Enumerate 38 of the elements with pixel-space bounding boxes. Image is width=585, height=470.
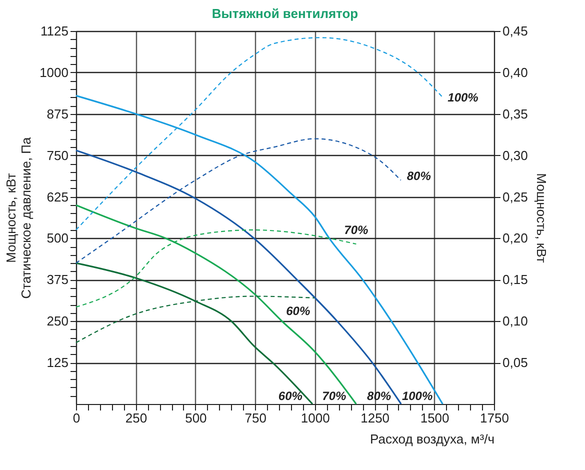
y-axis-title: Мощность, кВт Статическое давление, Па xyxy=(4,136,34,299)
y-tick-label: 125 xyxy=(46,355,68,370)
y-tick-label: 375 xyxy=(46,272,68,288)
y2-tick-label: 0,45 xyxy=(502,24,528,38)
y-tick-label: 750 xyxy=(46,148,68,163)
x-tick-label: 500 xyxy=(185,410,207,426)
y-tick-label: 1000 xyxy=(40,64,68,80)
series-label: 100% xyxy=(448,90,479,104)
x-tick-label: 1000 xyxy=(300,410,330,426)
x-tick-label: 1750 xyxy=(480,410,509,426)
y-tick-label: 625 xyxy=(46,189,68,204)
x-tick-label: 0 xyxy=(72,410,80,426)
series-label: 60% xyxy=(278,389,303,403)
y2-tick-label: 0,20 xyxy=(502,230,528,246)
y2-tick-label: 0,25 xyxy=(502,189,528,204)
x-tick-label: 1250 xyxy=(360,410,390,426)
y2-axis-title: Мощность, кВт xyxy=(534,173,549,263)
x-tick-label: 750 xyxy=(244,410,266,426)
y-tick-label: 875 xyxy=(46,106,68,122)
y-tick-label: 1125 xyxy=(40,24,68,38)
y-tick-label: 250 xyxy=(46,314,68,329)
y2-tick-label: 0,15 xyxy=(502,272,528,288)
y2-tick-label: 0,10 xyxy=(502,314,528,329)
x-tick-label: 1500 xyxy=(420,410,450,426)
series-label: 80% xyxy=(406,169,432,184)
x-tick-label: 250 xyxy=(125,410,148,426)
chart-title: Вытяжной вентилятор xyxy=(212,6,358,21)
y-tick-label: 500 xyxy=(46,230,68,246)
x-axis-title: Расход воздуха, м³/ч xyxy=(370,432,494,446)
series-label: 70% xyxy=(322,389,346,403)
series-label: 70% xyxy=(344,223,369,238)
y2-tick-label: 0,40 xyxy=(502,64,528,80)
series-label: 60% xyxy=(286,304,310,318)
series-label: 100% xyxy=(402,389,433,403)
line-series xyxy=(75,262,314,405)
y2-tick-label: 0,35 xyxy=(502,106,528,122)
y2-tick-label: 0,30 xyxy=(502,148,528,163)
y2-tick-label: 0,05 xyxy=(502,355,528,370)
